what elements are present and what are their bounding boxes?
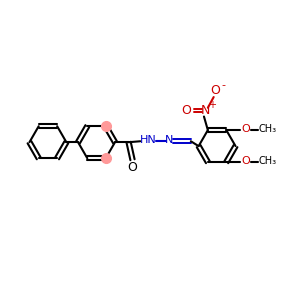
Text: O: O xyxy=(242,156,250,166)
Text: -: - xyxy=(221,80,225,90)
Text: N: N xyxy=(165,135,174,145)
Text: +: + xyxy=(208,100,216,110)
Text: O: O xyxy=(211,84,220,97)
Text: CH₃: CH₃ xyxy=(258,124,276,134)
Text: O: O xyxy=(242,124,250,134)
Text: O: O xyxy=(182,104,191,117)
Text: HN: HN xyxy=(140,135,156,145)
Text: O: O xyxy=(128,161,137,174)
Text: CH₃: CH₃ xyxy=(258,156,276,166)
Text: N: N xyxy=(201,104,211,117)
